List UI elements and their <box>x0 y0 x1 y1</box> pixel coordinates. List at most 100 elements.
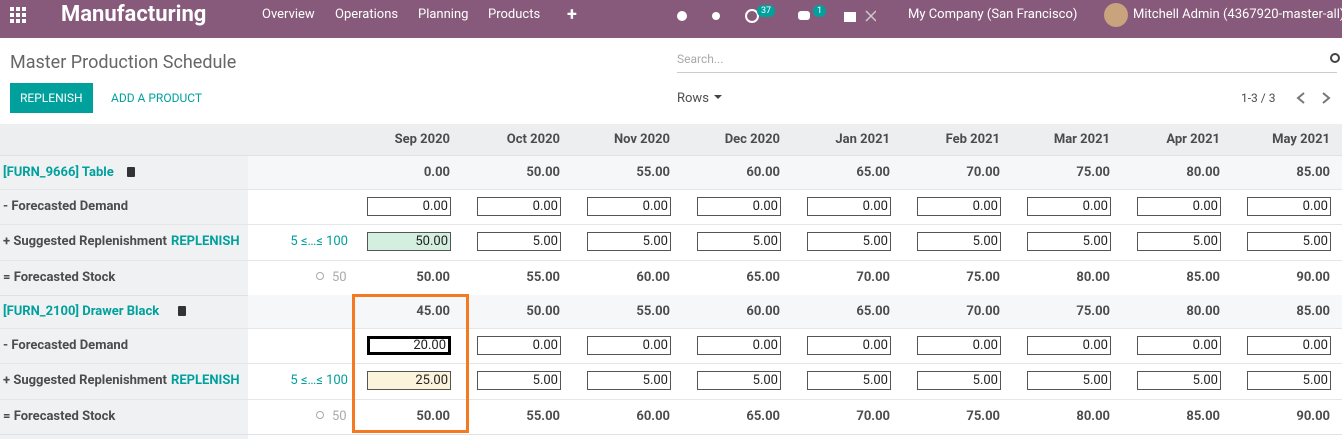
demand-input[interactable]: 0.00 <box>1027 197 1111 216</box>
replenish-input[interactable]: 5.00 <box>587 371 671 390</box>
app-name[interactable]: Manufacturing <box>61 2 207 27</box>
highlight-box <box>352 294 469 433</box>
stock-value: 50.00 <box>416 409 450 424</box>
company[interactable]: My Company (San Francisco) <box>908 7 1078 22</box>
replenish-input[interactable]: 5.00 <box>1137 232 1221 251</box>
total: 60.00 <box>746 304 780 319</box>
trash-icon[interactable] <box>127 167 136 177</box>
row-line <box>0 363 1342 364</box>
replenish-input[interactable]: 5.00 <box>477 232 561 251</box>
replenish-input[interactable]: 5.00 <box>917 371 1001 390</box>
demand-input[interactable]: 0.00 <box>1247 197 1331 216</box>
replenish-link[interactable]: REPLENISH <box>171 234 240 249</box>
demand-input[interactable]: 0.00 <box>807 336 891 355</box>
month-header: Nov 2020 <box>613 132 670 147</box>
row-label: + Suggested Replenishment <box>3 373 167 388</box>
demand-input[interactable]: 0.00 <box>1027 336 1111 355</box>
total: 80.00 <box>1186 165 1220 180</box>
avatar[interactable] <box>1104 3 1128 27</box>
replenish-link[interactable]: REPLENISH <box>171 373 240 388</box>
product-row <box>248 156 1342 189</box>
demand-input[interactable]: 0.00 <box>917 197 1001 216</box>
replenish-button[interactable]: REPLENISH <box>10 83 93 113</box>
stock-value: 80.00 <box>1076 409 1110 424</box>
pager: 1-3 / 3 <box>1241 91 1276 105</box>
row-label: = Forecasted Stock <box>3 270 116 285</box>
user[interactable]: Mitchell Admin (4367920-master-all) <box>1133 7 1342 22</box>
total: 55.00 <box>636 165 670 180</box>
demand-input[interactable]: 0.00 <box>477 197 561 216</box>
replenish-input[interactable]: 5.00 <box>1137 371 1221 390</box>
demand-input[interactable]: 0.00 <box>917 336 1001 355</box>
replenish-input[interactable]: 5.00 <box>807 232 891 251</box>
month-header: May 2021 <box>1272 132 1330 147</box>
replenish-input[interactable]: 5.00 <box>477 371 561 390</box>
demand-input[interactable]: 0.00 <box>587 336 671 355</box>
rows-filter[interactable]: Rows <box>677 91 709 106</box>
stock-value: 55.00 <box>526 270 560 285</box>
month-header: Mar 2021 <box>1053 132 1110 147</box>
row-line <box>0 434 1342 435</box>
replenish-input[interactable]: 25.00 <box>367 371 451 390</box>
menu-item[interactable]: Operations <box>335 7 399 22</box>
safety-stock: 50 <box>332 409 347 424</box>
demand-input[interactable]: 20.00 <box>367 336 451 355</box>
pager-arrows[interactable] <box>1295 91 1335 105</box>
row-label: = Forecasted Stock <box>3 409 116 424</box>
replenish-input[interactable]: 5.00 <box>807 371 891 390</box>
replenish-input[interactable]: 50.00 <box>367 232 451 251</box>
month-header: Apr 2021 <box>1166 132 1220 147</box>
demand-input[interactable]: 0.00 <box>477 336 561 355</box>
row-line <box>0 328 1342 329</box>
demand-input[interactable]: 0.00 <box>697 336 781 355</box>
menu-item[interactable]: Products <box>488 7 541 22</box>
replenish-input[interactable]: 5.00 <box>697 232 781 251</box>
demand-input[interactable]: 0.00 <box>367 197 451 216</box>
search[interactable]: Search... <box>677 50 1337 73</box>
month-header: Sep 2020 <box>394 132 450 147</box>
row-label: + Suggested Replenishment <box>3 234 167 249</box>
safety-stock: 50 <box>332 270 347 285</box>
demand-input[interactable]: 0.00 <box>587 197 671 216</box>
demand-input[interactable]: 0.00 <box>1137 336 1221 355</box>
total: 50.00 <box>526 165 560 180</box>
stock-value: 90.00 <box>1296 409 1330 424</box>
total: 55.00 <box>636 304 670 319</box>
product-name[interactable]: [FURN_2100] Drawer Black <box>3 304 160 319</box>
total: 70.00 <box>966 165 1000 180</box>
replenish-input[interactable]: 5.00 <box>1027 371 1111 390</box>
apps-icon[interactable] <box>10 7 28 23</box>
demand-input[interactable]: 0.00 <box>1247 336 1331 355</box>
header-row <box>0 124 1342 156</box>
replenish-input[interactable]: 5.00 <box>917 232 1001 251</box>
replenish-input[interactable]: 5.00 <box>1247 232 1331 251</box>
total: 75.00 <box>1076 304 1110 319</box>
range: 5 ≤…≤ 100 <box>290 234 348 249</box>
add-product-button[interactable]: ADD A PRODUCT <box>111 91 203 105</box>
demand-input[interactable]: 0.00 <box>1137 197 1221 216</box>
total: 75.00 <box>1076 165 1110 180</box>
total: 45.00 <box>416 304 450 319</box>
menu-item[interactable]: Planning <box>418 7 469 22</box>
month-header: Jan 2021 <box>835 132 890 147</box>
menu-item[interactable]: + <box>567 4 577 25</box>
breadcrumb: Master Production Schedule <box>10 52 237 73</box>
search-icon[interactable] <box>1330 53 1342 65</box>
systray-icons[interactable] <box>676 9 876 23</box>
replenish-input[interactable]: 5.00 <box>697 371 781 390</box>
demand-input[interactable]: 0.00 <box>807 197 891 216</box>
demand-input[interactable]: 0.00 <box>697 197 781 216</box>
row-line <box>0 260 1342 261</box>
menu-item[interactable]: Overview <box>262 7 315 22</box>
replenish-input[interactable]: 5.00 <box>587 232 671 251</box>
month-header: Feb 2021 <box>945 132 1000 147</box>
product-name[interactable]: [FURN_9666] Table <box>3 165 114 180</box>
label-column <box>0 156 248 439</box>
stock-value: 75.00 <box>966 270 1000 285</box>
trash-icon[interactable] <box>178 306 187 316</box>
replenish-input[interactable]: 5.00 <box>1027 232 1111 251</box>
stock-value: 75.00 <box>966 409 1000 424</box>
stock-value: 80.00 <box>1076 270 1110 285</box>
replenish-input[interactable]: 5.00 <box>1247 371 1331 390</box>
row-line <box>0 189 1342 190</box>
